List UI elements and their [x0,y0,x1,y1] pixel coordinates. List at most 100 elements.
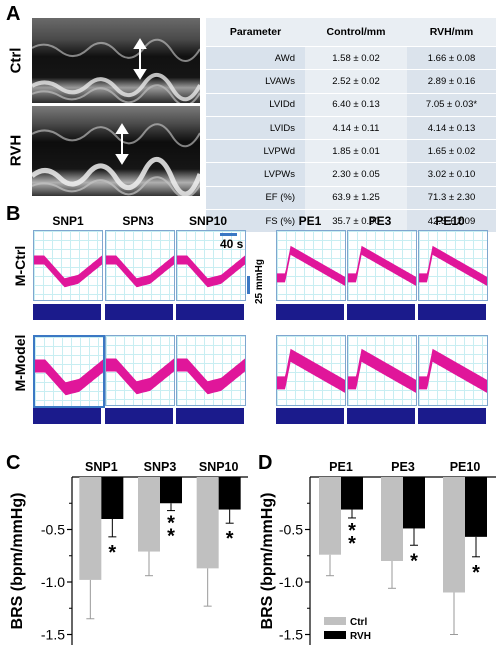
bar-rvh [101,477,124,519]
y-tick-label: -1.0 [279,574,303,590]
parameter-name-cell: LVAWs [206,69,305,94]
heart-rate-trace [347,304,415,320]
bp-trace-svg [277,348,345,393]
bp-trace-panel [33,230,103,301]
rvh-value-cell: 1.65 ± 0.02 [406,139,496,164]
heart-rate-trace [347,408,415,424]
row-label-ctrl: Ctrl [7,47,25,74]
control-value-cell: 1.58 ± 0.02 [305,46,407,71]
table-row: LVPWd 1.85 ± 0.01 1.65 ± 0.02 [206,139,496,164]
heart-rate-trace [176,408,244,424]
significance-marker: * [472,562,480,584]
bp-trace-panel [176,335,246,406]
bp-trace-svg [348,245,416,286]
category-label: SNP10 [199,460,239,474]
bar-ctrl [196,477,219,569]
bp-trace-svg [348,348,416,393]
rvh-value-cell: 4.14 ± 0.13 [406,116,496,141]
control-value-cell: 1.85 ± 0.01 [305,139,407,164]
ctrl-double-arrow [133,38,147,80]
panel-d-letter: D [258,452,273,474]
parameter-name-cell: AWd [206,46,305,71]
bp-trace-panel [176,230,246,301]
rvh-value-cell: 7.05 ± 0.03* [406,93,496,117]
bp-trace-svg [34,255,102,288]
bp-trace-svg [106,358,174,395]
heart-rate-trace [276,304,344,320]
significance-marker: * [226,528,234,550]
bar-ctrl [443,477,465,593]
significance-marker: * [348,520,356,542]
panel-a-letter: A [6,3,21,25]
parameter-name-cell: LVIDd [206,93,305,117]
trace-title-pe3: PE3 [368,214,392,228]
significance-marker: * [108,542,116,564]
bp-trace-panel [418,335,488,406]
echo-ctrl-svg [32,18,200,103]
bar-rvh [403,477,425,529]
bp-waveform [419,348,487,393]
bp-trace-panel [276,335,346,406]
trace-title-spn3: SPN3 [122,214,154,228]
significance-marker: * [167,513,175,535]
parameter-name-cell: LVPWd [206,139,305,164]
echo-image-ctrl [32,18,200,103]
control-value-cell: 6.40 ± 0.13 [305,93,407,117]
rvh-double-arrow [115,123,129,165]
bar-ctrl [319,477,341,555]
bar-rvh [160,477,182,504]
bar-rvh [218,477,241,510]
bp-waveform [34,255,102,288]
bar-rvh [341,477,363,510]
y-tick-label: -0.5 [279,522,303,538]
bp-waveform [277,245,345,286]
bp-trace-svg [106,255,174,288]
table-header: RVH/mm [406,18,496,47]
bp-waveform [348,245,416,286]
trace-title-pe1: PE1 [298,214,322,228]
bar-rvh [465,477,487,537]
bp-trace-panel [276,230,346,301]
legend-label: RVH [350,631,371,642]
y-axis-label: BRS (bpm/mmHg) [9,493,26,630]
parameter-name-cell: FS (%) [206,209,305,234]
bp-waveform [419,245,487,286]
bp-trace-panel [105,335,175,406]
bp-waveform [277,348,345,393]
bp-trace-svg [35,359,103,396]
rvh-value-cell: 2.89 ± 0.16 [406,69,496,94]
control-value-cell: 2.30 ± 0.05 [305,162,407,187]
control-value-cell: 63.9 ± 1.25 [305,186,407,211]
heart-rate-trace [418,408,486,424]
table-header: Control/mm [305,18,407,47]
time-scale-bar [220,233,237,236]
bp-waveform [348,348,416,393]
control-value-cell: 4.14 ± 0.11 [305,116,407,141]
bar-ctrl [79,477,102,580]
category-label: PE1 [329,460,353,474]
bp-waveform [177,255,245,288]
table-header-row: Parameter Control/mm RVH/mm [206,18,496,47]
parameter-name-cell: LVPWs [206,162,305,187]
table-row: LVIDs 4.14 ± 0.11 4.14 ± 0.13 [206,116,496,141]
category-label: PE3 [391,460,415,474]
parameter-name-cell: EF (%) [206,186,305,211]
bp-trace-svg [419,348,487,393]
y-tick-label: -0.5 [41,522,65,538]
significance-marker: * [167,526,175,548]
table-row: FS (%) 35.7 ± 0.90 42.3 ± 2.09 [206,209,496,234]
significance-marker: * [410,550,418,572]
trace-title-snp10: SNP10 [188,214,228,228]
bp-waveform [177,358,245,395]
legend-swatch-ctrl [324,617,346,625]
heart-rate-trace [33,304,101,320]
heart-rate-trace [176,304,244,320]
echo-rvh-svg [32,106,200,196]
table-header: Parameter [206,18,305,47]
table-row: LVIDd 6.40 ± 0.13 7.05 ± 0.03* [206,93,496,117]
bp-waveform [106,358,174,395]
bp-trace-svg [419,245,487,286]
bp-trace-panel [418,230,488,301]
